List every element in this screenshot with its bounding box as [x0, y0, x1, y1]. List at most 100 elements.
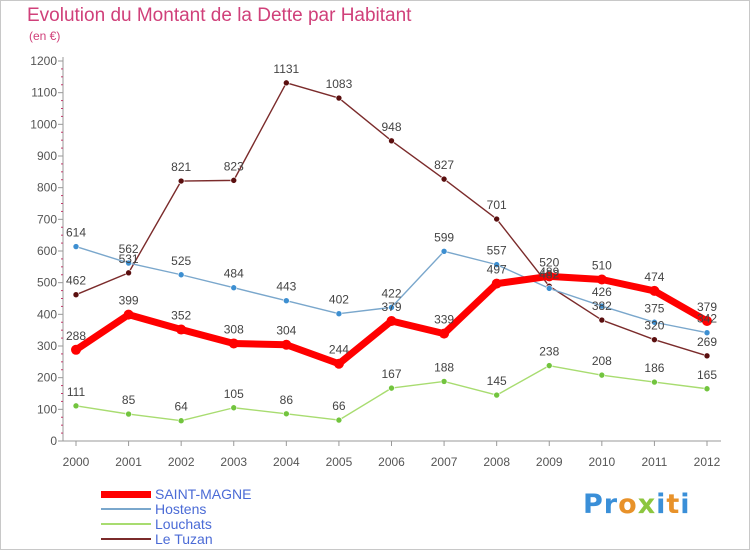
data-point-le-tuzan [493, 215, 500, 223]
legend-item-hostens: Hostens [101, 501, 206, 517]
x-tick-label: 2012 [694, 455, 721, 469]
y-tick-label: 300 [37, 339, 57, 353]
data-point-louchats [493, 391, 500, 399]
data-label-hostens: 426 [592, 285, 612, 299]
legend-swatch-hostens [101, 508, 151, 510]
logo-letter: i [656, 489, 667, 520]
data-label-le-tuzan: 382 [592, 299, 612, 313]
x-tick-label: 2004 [273, 455, 300, 469]
y-tick-label: 800 [37, 181, 57, 195]
data-point-louchats [177, 417, 185, 425]
x-tick-label: 2003 [220, 455, 247, 469]
data-point-louchats [545, 362, 553, 369]
data-point-saint-magne [176, 324, 187, 335]
data-label-saint-magne: 288 [66, 329, 86, 343]
data-point-le-tuzan [283, 79, 290, 87]
x-tick-label: 2009 [536, 455, 563, 469]
data-label-saint-magne: 510 [592, 259, 612, 273]
y-tick-label: 1000 [30, 117, 57, 131]
data-label-le-tuzan: 701 [487, 198, 507, 212]
x-tick-label: 2011 [642, 455, 668, 469]
data-point-hostens [440, 248, 448, 255]
data-point-hostens [388, 304, 395, 311]
data-label-le-tuzan: 1083 [326, 77, 353, 91]
proxiti-logo: Proxiti [583, 489, 691, 520]
data-label-hostens: 614 [66, 226, 86, 240]
logo-letter: i [680, 489, 691, 520]
data-point-le-tuzan [177, 177, 185, 185]
data-point-le-tuzan [703, 352, 711, 360]
logo-letter: x [637, 489, 657, 520]
data-point-saint-magne [544, 271, 555, 282]
legend-label-le-tuzan: Le Tuzan [155, 531, 213, 547]
chart-data-labels: 462 531 821 823 1131 1083 948 827 701 489 382 320 26… [66, 62, 717, 414]
data-point-louchats [335, 416, 343, 424]
data-point-le-tuzan [388, 137, 395, 145]
data-label-louchats: 86 [280, 393, 294, 407]
data-point-saint-magne [228, 338, 239, 349]
data-label-le-tuzan: 827 [434, 158, 454, 172]
data-point-hostens [598, 302, 606, 310]
data-point-saint-magne [333, 358, 344, 369]
y-tick-label: 900 [37, 149, 57, 163]
y-tick-label: 1200 [30, 54, 57, 68]
data-label-louchats: 85 [122, 393, 136, 407]
x-tick-label: 2000 [63, 455, 90, 469]
data-point-hostens [493, 261, 500, 268]
data-label-saint-magne: 308 [224, 322, 244, 336]
data-point-saint-magne [71, 344, 81, 355]
logo-letter: o [618, 489, 638, 520]
x-tick-label: 2001 [115, 455, 142, 469]
x-tick-label: 2010 [588, 455, 615, 469]
data-point-le-tuzan [335, 94, 343, 102]
data-label-hostens: 402 [329, 293, 349, 307]
data-point-le-tuzan [598, 316, 606, 324]
y-tick-label: 600 [37, 244, 57, 258]
chart-unit: (en €) [29, 29, 61, 43]
data-label-saint-magne: 497 [487, 263, 507, 277]
logo-letter: r [603, 489, 619, 520]
data-label-louchats: 145 [487, 374, 507, 388]
data-label-louchats: 105 [224, 387, 244, 401]
x-tick-label: 2006 [378, 455, 405, 469]
data-label-hostens: 342 [697, 312, 717, 326]
y-tick-label: 1100 [31, 86, 57, 100]
chart-series [71, 79, 712, 425]
data-point-le-tuzan [125, 269, 132, 277]
data-label-saint-magne: 244 [329, 343, 349, 357]
data-point-louchats [598, 371, 606, 379]
chart-axes: 0 100 200 300 400 500 600 700 800 900 1000 1100 1200… [30, 54, 721, 469]
data-label-louchats: 186 [644, 361, 664, 375]
legend-swatch-louchats [101, 523, 151, 525]
y-tick-label: 200 [37, 371, 57, 385]
data-label-le-tuzan: 462 [66, 274, 86, 288]
data-label-saint-magne: 399 [119, 294, 139, 308]
data-label-louchats: 238 [539, 345, 559, 359]
data-point-le-tuzan [230, 177, 238, 184]
data-point-saint-magne [702, 315, 712, 326]
data-label-hostens: 422 [381, 286, 401, 300]
data-label-le-tuzan: 531 [119, 252, 139, 266]
data-point-louchats [283, 410, 290, 418]
logo-letter: t [666, 489, 681, 520]
data-point-saint-magne [386, 315, 397, 326]
data-point-hostens [177, 271, 185, 279]
data-point-hostens [335, 310, 343, 318]
x-tick-label: 2005 [326, 455, 353, 469]
logo-letter: P [583, 489, 604, 520]
data-point-saint-magne [281, 339, 292, 350]
data-point-louchats [440, 378, 448, 385]
data-label-hostens: 599 [434, 230, 454, 244]
data-label-saint-magne: 352 [171, 309, 191, 323]
data-point-le-tuzan [440, 175, 448, 183]
legend-item-louchats: Louchats [101, 516, 212, 532]
data-label-louchats: 208 [592, 354, 612, 368]
y-tick-label: 500 [37, 276, 57, 290]
x-tick-label: 2008 [483, 455, 510, 469]
data-point-saint-magne [649, 285, 660, 296]
data-label-hostens: 562 [119, 242, 139, 256]
data-point-saint-magne [491, 278, 502, 289]
data-point-hostens [545, 285, 553, 292]
